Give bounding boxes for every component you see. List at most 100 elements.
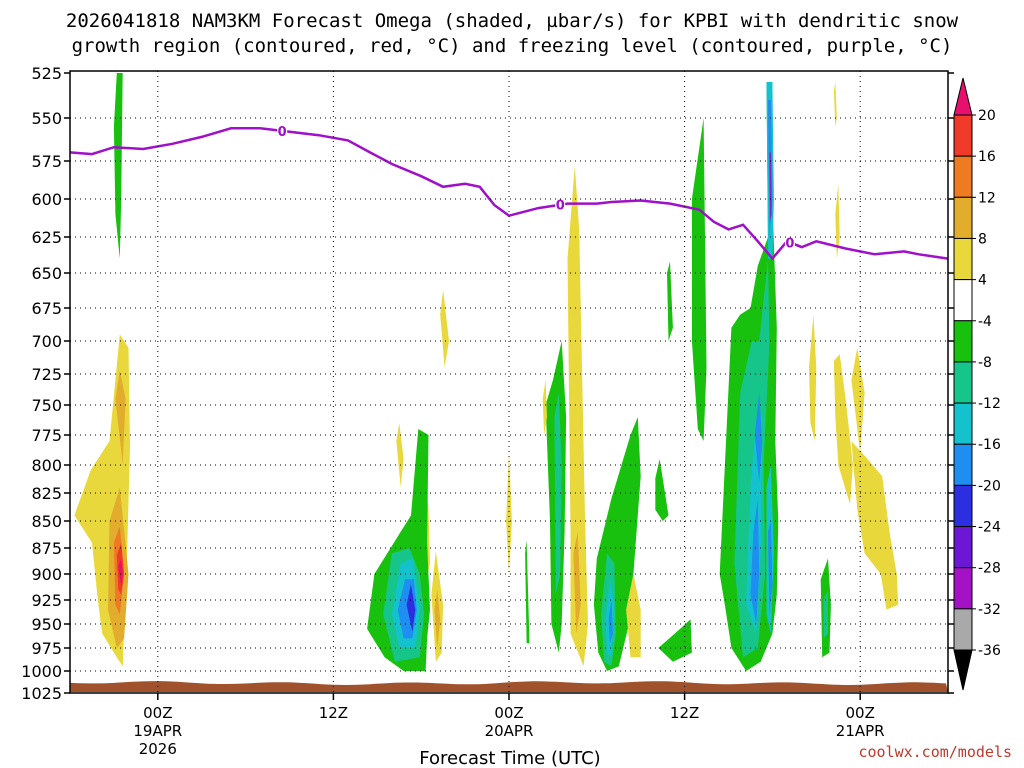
omega-region-27 — [608, 600, 613, 644]
y-tick-label-775: 775 — [31, 426, 62, 445]
omega-region-2 — [115, 370, 126, 465]
x-tick-label-0: 00Z — [143, 704, 172, 722]
colorbar-segment-1 — [953, 155, 973, 198]
colorbar-label-10: -24 — [978, 520, 1001, 536]
omega-region-48 — [833, 354, 853, 505]
freezing-level-label-0: 0 — [278, 125, 287, 140]
x-date-label-0: 19APR — [133, 722, 182, 740]
y-tick-label-925: 925 — [31, 591, 62, 610]
x-year-label-0: 2026 — [139, 740, 177, 758]
omega-region-15 — [406, 584, 416, 632]
freezing-level-line — [69, 127, 949, 261]
omega-region-20 — [525, 540, 530, 644]
colorbar-segment-4 — [953, 279, 973, 322]
credit-text: coolwx.com/models — [858, 743, 1012, 761]
colorbar-label-11: -28 — [978, 561, 1001, 577]
colorbar-top-triangle — [953, 77, 973, 116]
x-tick-label-2: 00Z — [494, 704, 523, 722]
omega-region-32 — [691, 118, 707, 441]
omega-region-40 — [769, 152, 772, 222]
colorbar-label-13: -36 — [978, 643, 1001, 659]
omega-region-42 — [768, 521, 773, 615]
x-date-label-4: 21APR — [836, 722, 885, 740]
y-tick-label-725: 725 — [31, 365, 62, 384]
colorbar-label-1: 16 — [978, 149, 996, 165]
colorbar-label-5: -4 — [978, 314, 992, 330]
omega-region-8 — [396, 423, 404, 488]
omega-region-29 — [655, 459, 669, 521]
colorbar-bottom-triangle — [953, 649, 973, 691]
colorbar-label-8: -16 — [978, 437, 1001, 453]
omega-region-49 — [851, 441, 899, 610]
omega-region-0 — [113, 73, 123, 259]
y-tick-label-800: 800 — [31, 456, 62, 475]
colorbar-label-6: -8 — [978, 355, 992, 371]
y-tick-label-750: 750 — [31, 396, 62, 415]
y-tick-label-850: 850 — [31, 512, 62, 531]
y-tick-label-1000: 1000 — [21, 662, 62, 681]
omega-region-45 — [833, 82, 837, 127]
colorbar-segment-10 — [953, 526, 973, 569]
colorbar-label-4: 4 — [978, 273, 987, 289]
colorbar-segment-5 — [953, 320, 973, 363]
plot-area: 0 0 0 — [69, 73, 949, 692]
y-tick-label-625: 625 — [31, 228, 62, 247]
omega-region-30 — [658, 619, 692, 662]
colorbar-segment-3 — [953, 237, 973, 281]
freezing-level-label-2: 0 — [785, 236, 794, 251]
colorbar-segment-7 — [953, 402, 973, 445]
y-tick-label-575: 575 — [31, 152, 62, 171]
y-tick-label-675: 675 — [31, 299, 62, 318]
y-tick-label-825: 825 — [31, 484, 62, 503]
colorbar-label-0: 20 — [978, 108, 996, 124]
freezing-label-bg-2 — [784, 234, 795, 250]
y-tick-label-525: 525 — [31, 64, 62, 83]
colorbar-segment-6 — [953, 361, 973, 404]
y-tick-label-1025: 1025 — [21, 684, 62, 703]
y-tick-label-875: 875 — [31, 539, 62, 558]
x-tick-label-3: 12Z — [670, 704, 699, 722]
colorbar-segment-11 — [953, 567, 973, 610]
x-tick-label-1: 12Z — [319, 704, 348, 722]
omega-region-6 — [118, 558, 123, 587]
colorbar-segment-9 — [953, 484, 973, 528]
omega-region-37 — [754, 392, 763, 482]
x-date-label-2: 20APR — [485, 722, 534, 740]
omega-region-44 — [823, 589, 828, 639]
x-axis-label: Forecast Time (UTC) — [419, 748, 600, 768]
colorbar-segment-8 — [953, 443, 973, 486]
y-tick-label-950: 950 — [31, 615, 62, 634]
x-tick-label-4: 00Z — [846, 704, 875, 722]
colorbar-segment-2 — [953, 196, 973, 239]
colorbar-label-7: -12 — [978, 396, 1001, 412]
colorbar-segment-0 — [953, 114, 973, 157]
omega-region-17 — [434, 589, 441, 648]
y-tick-label-700: 700 — [31, 332, 62, 351]
omega-region-18 — [567, 165, 588, 667]
colorbar: 20 16 12 8 4 -4 -8 -12 -16 -20 -24 -28 -32 -36 — [953, 77, 1001, 691]
colorbar-segment-12 — [953, 608, 973, 651]
freezing-label-bg-1 — [555, 196, 566, 212]
omega-region-50 — [851, 347, 865, 453]
y-tick-label-900: 900 — [31, 565, 62, 584]
colorbar-label-12: -32 — [978, 602, 1001, 618]
omega-region-31 — [667, 261, 673, 341]
colorbar-label-3: 8 — [978, 231, 987, 247]
y-tick-label-650: 650 — [31, 264, 62, 283]
omega-region-19 — [573, 531, 581, 634]
freezing-label-bg-0 — [277, 122, 288, 138]
omega-region-28 — [626, 574, 641, 658]
omega-region-47 — [835, 183, 840, 259]
y-tick-label-550: 550 — [31, 109, 62, 128]
colorbar-label-9: -20 — [978, 478, 1001, 494]
chart-title-line1: 2026041818 NAM3KM Forecast Omega (shaded… — [66, 10, 959, 32]
omega-region-10 — [506, 453, 512, 574]
omega-region-22 — [554, 392, 562, 595]
omega-region-46 — [809, 314, 817, 441]
omega-region-7 — [440, 289, 449, 368]
omega-region-23 — [542, 380, 547, 435]
colorbar-label-2: 12 — [978, 190, 996, 206]
freezing-level-label-1: 0 — [556, 199, 565, 214]
